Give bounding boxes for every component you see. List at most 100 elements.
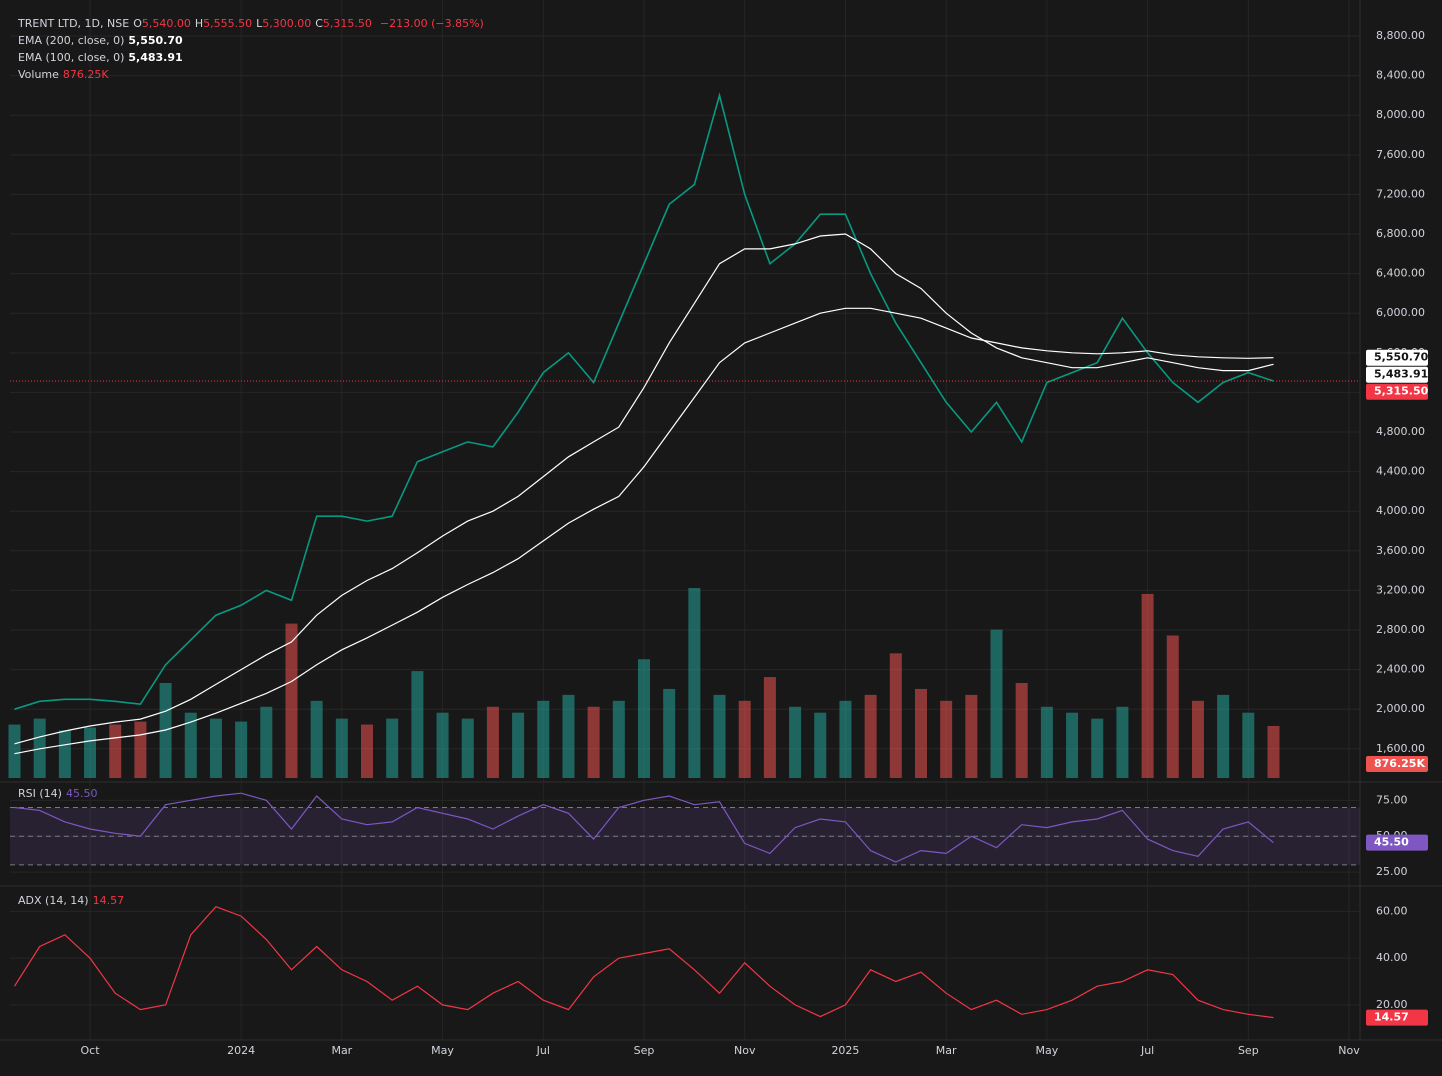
volume-bar [990, 629, 1003, 778]
ohlc-key: L [256, 17, 263, 30]
x-tick-label: Sep [1238, 1044, 1259, 1057]
volume-bar [58, 730, 71, 778]
volume-bar [1217, 694, 1230, 778]
y-tick-label: 4,000.00 [1376, 504, 1425, 517]
x-tick-label: May [431, 1044, 454, 1057]
volume-bar [562, 694, 575, 778]
y-tick-label: 25.00 [1376, 865, 1408, 878]
ohlc: O5,540.00 H5,555.50 L5,300.00 C5,315.50 [133, 17, 376, 30]
y-tick-label: 40.00 [1376, 951, 1408, 964]
price-tag-label: 45.50 [1374, 836, 1409, 849]
price-tag [1366, 834, 1428, 851]
ohlc-value: 5,540.00 [141, 17, 191, 30]
y-tick-label: 7,600.00 [1376, 148, 1425, 161]
x-tick-label: Sep [634, 1044, 655, 1057]
series-value: 5,483.91 [128, 51, 183, 64]
y-tick-label: 2,800.00 [1376, 623, 1425, 636]
x-tick-label: Jul [1140, 1044, 1154, 1057]
volume-bar [1015, 683, 1028, 778]
symbol: TRENT LTD, 1D, NSE [18, 17, 130, 30]
price-tag-label: 5,315.50 [1374, 385, 1429, 398]
volume-bar [1116, 706, 1129, 778]
x-tick-label: Nov [1338, 1044, 1360, 1057]
y-tick-label: 20.00 [1376, 998, 1408, 1011]
x-tick-label: Oct [81, 1044, 101, 1057]
volume-bar [663, 688, 676, 778]
x-tick-label: Mar [936, 1044, 957, 1057]
series-line [14, 792, 1274, 863]
volume-bar [638, 659, 650, 778]
price-tag [1366, 1009, 1428, 1026]
series-value: 45.50 [65, 787, 98, 800]
volume-bar [310, 700, 323, 778]
volume-bar [1191, 700, 1204, 778]
pane-title: RSI (14) [18, 787, 62, 800]
volume-bar [839, 700, 852, 778]
ema100-legend: EMA (100, close, 0) 5,483.91 [18, 51, 187, 65]
series-value: 5,550.70 [128, 34, 183, 47]
series-line [14, 233, 1274, 745]
volume-bar [235, 721, 248, 778]
series-line [13, 905, 1274, 1019]
volume-bar [461, 718, 474, 778]
volume-bar [789, 706, 802, 778]
volume-bar [512, 712, 525, 778]
price-tag-label: 5,550.70 [1374, 351, 1429, 364]
price-tag-label: 14.57 [1374, 1011, 1409, 1024]
volume-bar [738, 700, 751, 778]
volume-bar [260, 706, 273, 778]
price-tag-label: 876.25K [1374, 757, 1425, 770]
y-tick-label: 60.00 [1376, 904, 1408, 917]
volume-bar [436, 712, 449, 778]
price-tag [1366, 349, 1428, 366]
y-tick-label: 1,600.00 [1376, 742, 1425, 755]
y-tick-label: 8,800.00 [1376, 29, 1425, 42]
volume-bar [587, 706, 600, 778]
ohlc-key: O [133, 17, 142, 30]
y-tick-label: 6,400.00 [1376, 267, 1425, 280]
ohlc-value: 5,315.50 [322, 17, 372, 30]
volume-bar [285, 623, 298, 778]
y-tick-label: 8,400.00 [1376, 69, 1425, 82]
x-tick-label: Jul [536, 1044, 550, 1057]
volume-bar [184, 712, 197, 778]
volume-bar [8, 724, 21, 778]
ohlc-key: H [194, 17, 204, 30]
ohlc-value: 5,555.50 [203, 17, 253, 30]
volume-bar [134, 721, 147, 778]
volume-bar [335, 718, 348, 778]
adx-legend: ADX (14, 14) 14.57 [18, 894, 128, 908]
y-tick-label: 75.00 [1376, 793, 1408, 806]
volume-bar [386, 718, 399, 778]
volume-bar [889, 653, 902, 778]
change: −213.00 (−3.85%) [379, 17, 484, 30]
volume-bar [84, 727, 97, 778]
price-tag [1366, 383, 1428, 400]
x-tick-label: Mar [331, 1044, 352, 1057]
price-tag [1366, 756, 1428, 772]
series-line [14, 92, 1274, 710]
x-tick-label: May [1036, 1044, 1059, 1057]
volume-bar [713, 694, 726, 778]
volume-bar [1141, 593, 1154, 778]
pane-title: ADX (14, 14) [18, 894, 89, 907]
x-tick-label: Nov [734, 1044, 756, 1057]
y-tick-label: 4,800.00 [1376, 425, 1425, 438]
volume-bar [1242, 712, 1255, 778]
series-value: 876.25K [62, 68, 109, 81]
y-tick-label: 6,000.00 [1376, 306, 1425, 319]
y-tick-label: 6,800.00 [1376, 227, 1425, 240]
volume-bar [109, 724, 122, 778]
y-tick-label: 8,000.00 [1376, 108, 1425, 121]
y-tick-label: 3,600.00 [1376, 544, 1425, 557]
volume-bar [209, 718, 222, 778]
volume-bar [1040, 706, 1053, 778]
volume-bar [1166, 635, 1179, 778]
y-tick-label: 3,200.00 [1376, 583, 1425, 596]
volume-bar [1091, 718, 1104, 778]
series-value: 14.57 [92, 894, 125, 907]
volume-bar [486, 706, 499, 778]
